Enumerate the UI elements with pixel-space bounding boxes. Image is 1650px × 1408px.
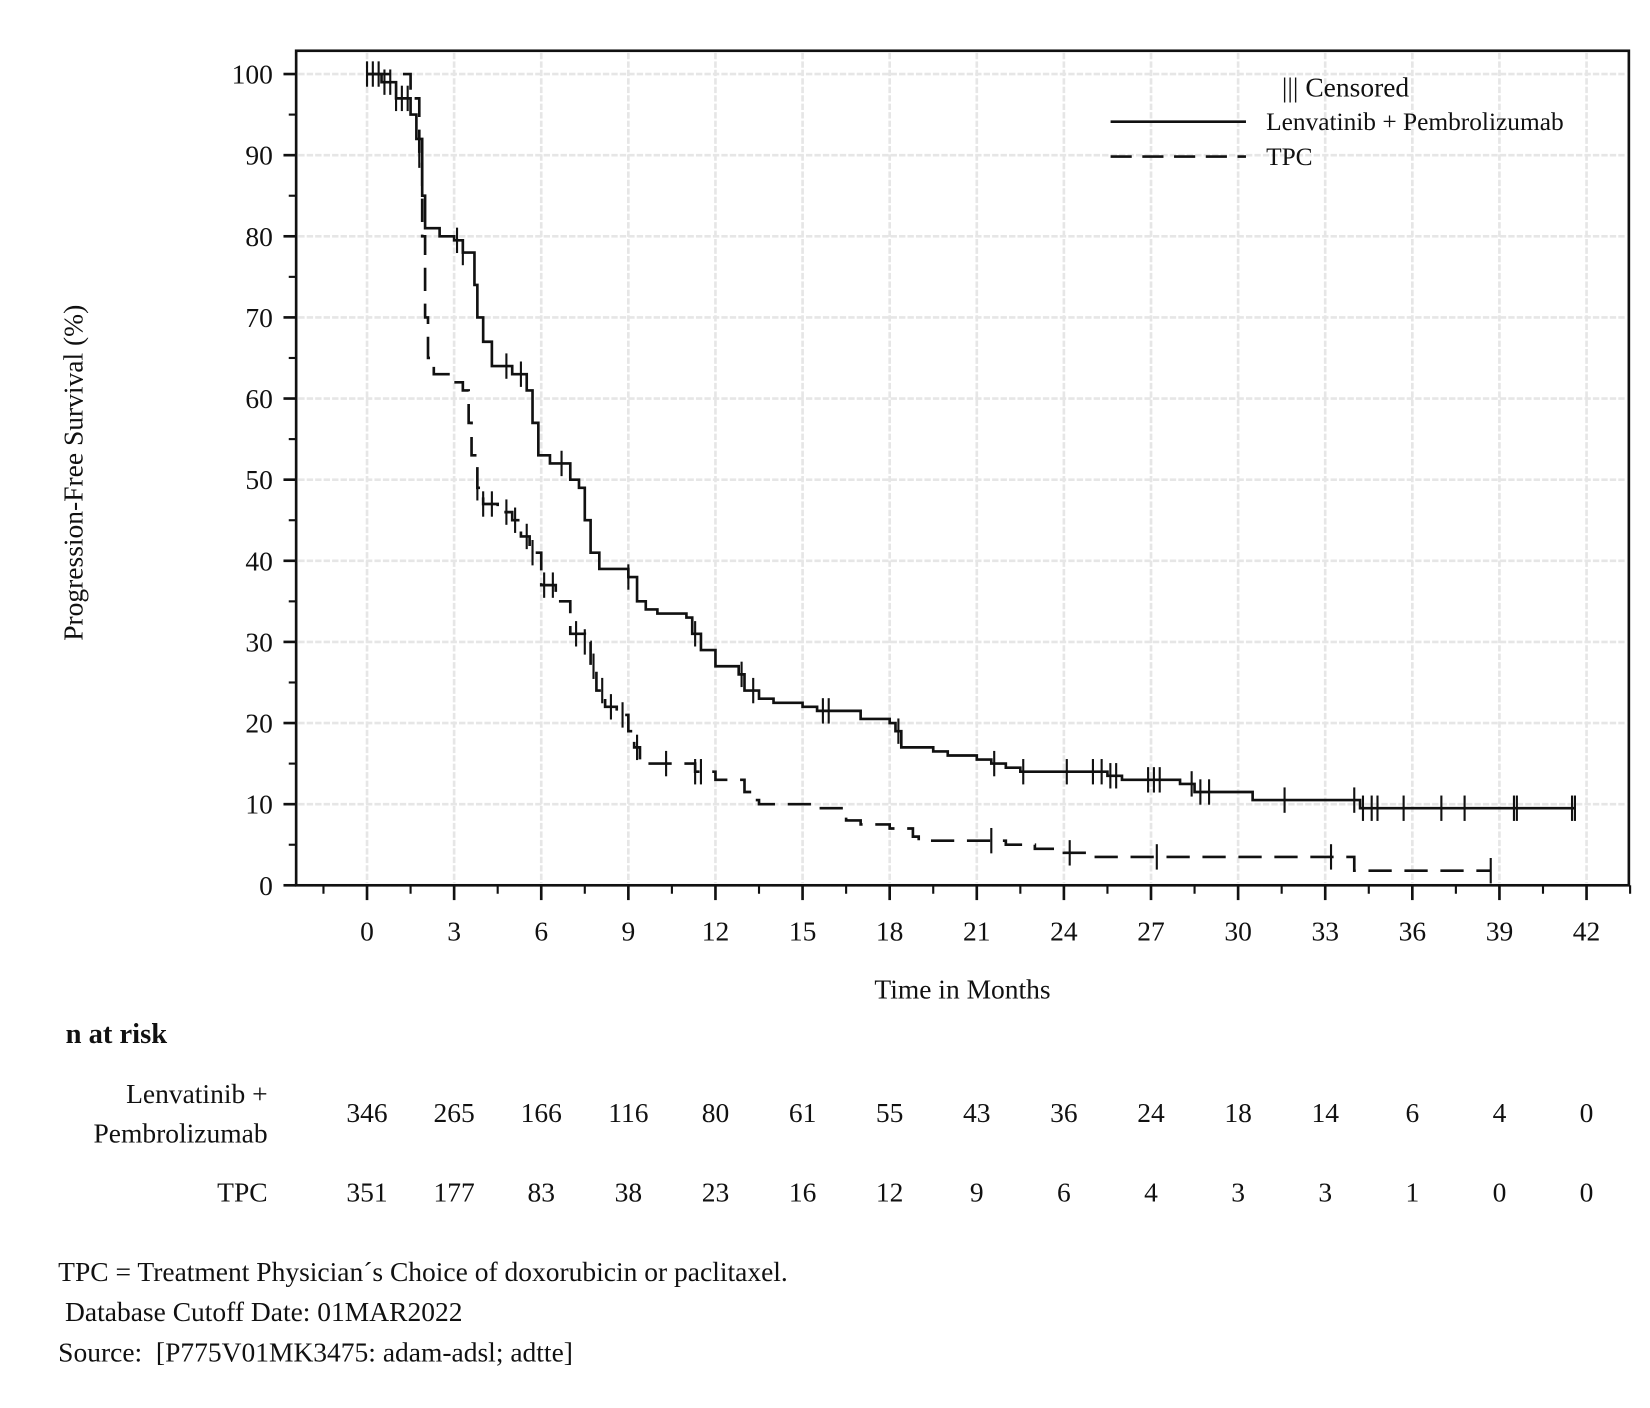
y-tick-label: 100 bbox=[232, 59, 273, 90]
y-axis-label: Progression-Free Survival (%) bbox=[58, 305, 89, 641]
risk-value: 6 bbox=[1405, 1097, 1419, 1128]
legend-entry-lenvatinib: Lenvatinib + Pembrolizumab bbox=[1266, 108, 1564, 136]
risk-value: 80 bbox=[702, 1097, 730, 1128]
risk-value: 36 bbox=[1050, 1097, 1078, 1128]
legend: ||| Censored Lenvatinib + Pembrolizumab … bbox=[1110, 71, 1564, 171]
risk-value: 83 bbox=[527, 1177, 554, 1208]
y-tick-label: 40 bbox=[245, 545, 272, 576]
footnote-cutoff: Database Cutoff Date: 01MAR2022 bbox=[58, 1296, 462, 1327]
risk-value: 9 bbox=[970, 1177, 984, 1208]
risk-table-title: n at risk bbox=[66, 1019, 168, 1050]
y-tick-label: 50 bbox=[245, 464, 272, 495]
risk-value: 1 bbox=[1405, 1177, 1419, 1208]
y-tick-label: 0 bbox=[259, 870, 273, 901]
x-tick-label: 0 bbox=[360, 915, 374, 946]
risk-value: 265 bbox=[434, 1097, 475, 1128]
x-tick-label: 42 bbox=[1573, 915, 1601, 946]
x-tick-label: 18 bbox=[876, 915, 904, 946]
risk-value: 166 bbox=[521, 1097, 562, 1128]
risk-value: 18 bbox=[1224, 1097, 1252, 1128]
x-tick-label: 9 bbox=[621, 915, 635, 946]
x-tick-label: 27 bbox=[1137, 915, 1164, 946]
risk-value: 24 bbox=[1137, 1097, 1165, 1128]
risk-row-label: Lenvatinib + bbox=[126, 1078, 268, 1109]
y-tick-label: 20 bbox=[245, 708, 272, 739]
risk-value: 346 bbox=[346, 1097, 387, 1128]
risk-value: 0 bbox=[1580, 1097, 1594, 1128]
risk-value: 3 bbox=[1231, 1177, 1245, 1208]
risk-value: 38 bbox=[615, 1177, 643, 1208]
x-tick-label: 36 bbox=[1399, 915, 1427, 946]
risk-value: 43 bbox=[963, 1097, 991, 1128]
risk-value: 3 bbox=[1318, 1177, 1332, 1208]
risk-value: 23 bbox=[702, 1177, 730, 1208]
risk-row-lenvatinib-pembrolizumab: Lenvatinib + Pembrolizumab 346 265 166 116 80 6… bbox=[93, 1078, 1593, 1148]
x-tick-label: 24 bbox=[1050, 915, 1078, 946]
risk-row-label: Pembrolizumab bbox=[93, 1117, 267, 1148]
y-tick-label: 30 bbox=[245, 626, 272, 657]
risk-value: 6 bbox=[1057, 1177, 1071, 1208]
x-tick-label: 33 bbox=[1311, 915, 1338, 946]
risk-value: 177 bbox=[434, 1177, 475, 1208]
risk-value: 4 bbox=[1493, 1097, 1507, 1128]
risk-row-label: TPC bbox=[217, 1177, 267, 1208]
x-tick-label: 30 bbox=[1224, 915, 1252, 946]
y-tick-label: 10 bbox=[245, 789, 272, 820]
x-tick-label: 6 bbox=[534, 915, 548, 946]
y-tick-label: 80 bbox=[245, 221, 272, 252]
km-curve bbox=[367, 72, 1491, 873]
risk-value: 12 bbox=[876, 1177, 904, 1208]
footnote-source: Source: [P775V01MK3475: adam-adsl; adtte… bbox=[58, 1336, 573, 1367]
x-axis-label: Time in Months bbox=[874, 973, 1050, 1004]
plot-frame bbox=[294, 49, 1631, 887]
series-tpc bbox=[367, 72, 1492, 884]
series-lenvatinib-pembrolizumab bbox=[365, 61, 1576, 821]
risk-value: 16 bbox=[789, 1177, 817, 1208]
risk-value: 116 bbox=[608, 1097, 648, 1128]
risk-value: 4 bbox=[1144, 1177, 1158, 1208]
km-curve bbox=[367, 72, 1575, 810]
risk-value: 0 bbox=[1493, 1177, 1507, 1208]
risk-value: 351 bbox=[346, 1177, 387, 1208]
risk-value: 55 bbox=[876, 1097, 904, 1128]
risk-value: 0 bbox=[1580, 1177, 1594, 1208]
risk-row-tpc: TPC 351 177 83 38 23 16 12 9 6 4 3 3 1 0 0 bbox=[217, 1177, 1593, 1208]
legend-entry-tpc: TPC bbox=[1266, 143, 1313, 171]
x-tick-label: 21 bbox=[963, 915, 991, 946]
legend-censored: ||| Censored bbox=[1282, 71, 1410, 102]
x-tick-label: 15 bbox=[789, 915, 817, 946]
y-tick-label: 60 bbox=[245, 383, 272, 414]
y-tick-label: 90 bbox=[245, 140, 272, 171]
x-tick-label: 12 bbox=[702, 915, 730, 946]
x-tick-label: 3 bbox=[447, 915, 461, 946]
y-tick-label: 70 bbox=[245, 302, 272, 333]
x-tick-label: 39 bbox=[1486, 915, 1513, 946]
risk-value: 61 bbox=[789, 1097, 817, 1128]
risk-value: 14 bbox=[1311, 1097, 1339, 1128]
footnote-tpc: TPC = Treatment Physician´s Choice of do… bbox=[58, 1256, 788, 1287]
